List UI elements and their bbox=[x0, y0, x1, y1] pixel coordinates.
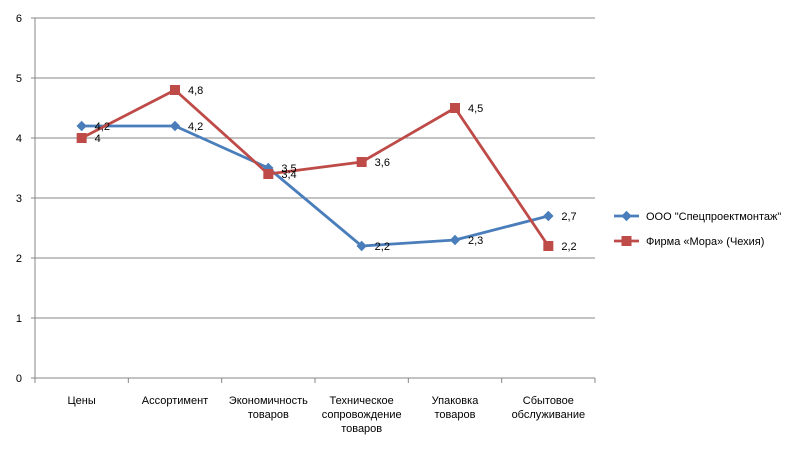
x-tick-label: Экономичность товаров bbox=[229, 395, 308, 421]
x-tick-label-line: товаров bbox=[248, 409, 289, 421]
data-label: 3,5 bbox=[281, 163, 296, 175]
series-line bbox=[81, 124, 549, 248]
x-axis-ticks: Цены Ассортимент Экономичность товаровТехни… bbox=[68, 395, 586, 435]
point-marker-diamond bbox=[449, 234, 461, 246]
point-marker-diamond bbox=[543, 210, 554, 222]
x-tick-label: Техническое сопровождение товаров bbox=[322, 395, 402, 435]
y-tick-label: 4 bbox=[16, 133, 22, 145]
point-marker-diamond bbox=[621, 210, 632, 222]
data-label: 4,8 bbox=[188, 85, 203, 97]
x-tick-label-line: товаров bbox=[341, 423, 382, 435]
series-line bbox=[81, 88, 550, 247]
x-tick-label-line: товаров bbox=[435, 409, 476, 421]
data-label: 4 bbox=[95, 133, 101, 145]
y-tick-label: 0 bbox=[16, 373, 22, 385]
gridlines bbox=[35, 17, 595, 319]
x-tick-label-line: Упаковка bbox=[432, 395, 480, 407]
point-marker-square bbox=[621, 236, 632, 246]
data-label: 3,4 bbox=[281, 169, 296, 181]
point-marker-diamond bbox=[356, 240, 367, 252]
x-tick-label: Цены bbox=[68, 395, 96, 407]
data-label: 4,2 bbox=[188, 121, 203, 133]
x-tick-label-line: обслуживание bbox=[512, 409, 586, 421]
x-tick-label-line: Ассортимент bbox=[142, 395, 208, 407]
x-tick-label-line: сопровождение bbox=[322, 409, 402, 421]
y-tick-label: 3 bbox=[16, 193, 22, 205]
legend-label: ООО "Спецпроектмонтаж" bbox=[646, 211, 781, 223]
point-marker-square bbox=[170, 85, 180, 95]
point-marker-square bbox=[450, 103, 460, 113]
point-marker-square bbox=[543, 241, 554, 251]
data-label: 2,2 bbox=[375, 241, 390, 253]
legend-label: Фирма «Мора» (Чехия) bbox=[646, 236, 764, 248]
x-tick-label: Упаковка товаров bbox=[432, 395, 480, 421]
legend: ООО "Спецпроектмонтаж" Фирма «Мора» (Чехи… bbox=[614, 210, 781, 248]
x-tick-label-line: Техническое bbox=[330, 395, 394, 407]
axes bbox=[31, 17, 596, 383]
point-marker-diamond bbox=[169, 120, 181, 132]
point-marker-square bbox=[356, 157, 367, 167]
data-label: 4,2 bbox=[95, 121, 110, 133]
data-label: 3,6 bbox=[375, 157, 390, 169]
y-tick-label: 5 bbox=[16, 73, 22, 85]
x-tick-label: Ассортимент bbox=[142, 395, 208, 407]
x-tick-label: Сбытовое обслуживание bbox=[512, 395, 586, 421]
x-tick-label-line: Цены bbox=[68, 395, 96, 407]
point-marker-diamond bbox=[76, 120, 87, 132]
y-tick-label: 2 bbox=[16, 253, 22, 265]
data-label: 2,2 bbox=[561, 241, 576, 253]
data-label: 2,7 bbox=[561, 211, 576, 223]
y-tick-label: 1 bbox=[16, 313, 22, 325]
data-labels: 4,2 4,2 3,5 2,2 2,3 2,7 4 4,8 3,4 3,6 4,5 2,2 bbox=[95, 85, 577, 253]
data-label: 4,5 bbox=[468, 103, 483, 115]
y-tick-label: 6 bbox=[16, 13, 22, 25]
data-label: 2,3 bbox=[468, 235, 483, 247]
y-axis-ticks: 0 1 2 3 4 5 6 bbox=[16, 13, 22, 385]
x-tick-label-line: Экономичность bbox=[229, 395, 308, 407]
point-marker-square bbox=[76, 133, 87, 143]
point-marker-square bbox=[263, 169, 274, 179]
x-tick-label-line: Сбытовое bbox=[523, 395, 574, 407]
series-group bbox=[76, 85, 554, 252]
